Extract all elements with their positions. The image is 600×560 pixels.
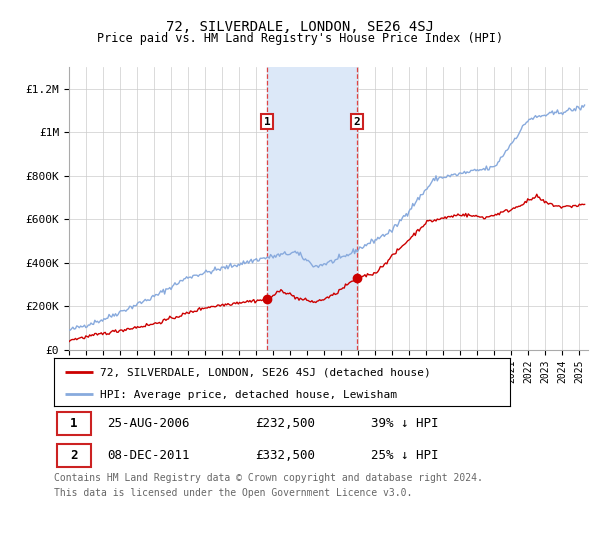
Text: HPI: Average price, detached house, Lewisham: HPI: Average price, detached house, Lewi… (100, 390, 397, 400)
Text: Price paid vs. HM Land Registry's House Price Index (HPI): Price paid vs. HM Land Registry's House … (97, 32, 503, 45)
FancyBboxPatch shape (56, 412, 91, 435)
Text: Contains HM Land Registry data © Crown copyright and database right 2024.: Contains HM Land Registry data © Crown c… (54, 473, 483, 483)
Text: 2: 2 (70, 449, 77, 462)
Text: 25% ↓ HPI: 25% ↓ HPI (371, 449, 438, 462)
Text: 72, SILVERDALE, LONDON, SE26 4SJ: 72, SILVERDALE, LONDON, SE26 4SJ (166, 20, 434, 34)
Text: 1: 1 (264, 116, 271, 127)
Text: 39% ↓ HPI: 39% ↓ HPI (371, 417, 438, 430)
Text: 25-AUG-2006: 25-AUG-2006 (107, 417, 190, 430)
FancyBboxPatch shape (56, 444, 91, 467)
Text: £232,500: £232,500 (254, 417, 314, 430)
Text: This data is licensed under the Open Government Licence v3.0.: This data is licensed under the Open Gov… (54, 488, 412, 498)
Text: 72, SILVERDALE, LONDON, SE26 4SJ (detached house): 72, SILVERDALE, LONDON, SE26 4SJ (detach… (100, 368, 430, 377)
Text: 1: 1 (70, 417, 77, 430)
Text: 2: 2 (354, 116, 361, 127)
Text: 08-DEC-2011: 08-DEC-2011 (107, 449, 190, 462)
Bar (267, 67, 357, 350)
Text: £332,500: £332,500 (254, 449, 314, 462)
